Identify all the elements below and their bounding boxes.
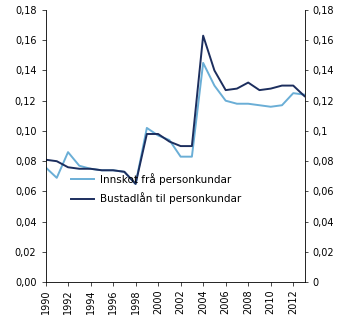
Innskot frå personkundar — [212, 84, 217, 88]
Bustadlån til personkundar — [268, 87, 273, 91]
Innskot frå personkundar — [246, 102, 250, 106]
Innskot frå personkundar — [145, 126, 149, 130]
Legend: Innskot frå personkundar, Bustadlån til personkundar: Innskot frå personkundar, Bustadlån til … — [71, 173, 241, 204]
Bustadlån til personkundar — [43, 158, 48, 162]
Bustadlån til personkundar — [224, 88, 228, 92]
Bustadlån til personkundar — [77, 167, 82, 171]
Bustadlån til personkundar — [156, 132, 160, 136]
Bustadlån til personkundar — [145, 132, 149, 136]
Bustadlån til personkundar — [178, 144, 183, 148]
Bustadlån til personkundar — [201, 34, 205, 38]
Innskot frå personkundar — [257, 103, 261, 107]
Innskot frå personkundar — [291, 91, 295, 95]
Bustadlån til personkundar — [133, 182, 138, 186]
Innskot frå personkundar — [178, 155, 183, 159]
Bustadlån til personkundar — [280, 84, 284, 88]
Bustadlån til personkundar — [291, 84, 295, 88]
Innskot frå personkundar — [43, 165, 48, 169]
Innskot frå personkundar — [133, 182, 138, 186]
Bustadlån til personkundar — [212, 68, 217, 72]
Innskot frå personkundar — [111, 168, 115, 172]
Bustadlån til personkundar — [55, 159, 59, 163]
Innskot frå personkundar — [201, 61, 205, 65]
Innskot frå personkundar — [77, 164, 82, 168]
Bustadlån til personkundar — [235, 87, 239, 91]
Bustadlån til personkundar — [89, 167, 93, 171]
Innskot frå personkundar — [235, 102, 239, 106]
Innskot frå personkundar — [167, 138, 172, 142]
Innskot frå personkundar — [280, 103, 284, 107]
Innskot frå personkundar — [66, 150, 70, 154]
Line: Innskot frå personkundar: Innskot frå personkundar — [46, 63, 304, 184]
Innskot frå personkundar — [156, 133, 160, 137]
Bustadlån til personkundar — [122, 170, 126, 174]
Innskot frå personkundar — [122, 170, 126, 174]
Bustadlån til personkundar — [190, 144, 194, 148]
Innskot frå personkundar — [190, 155, 194, 159]
Bustadlån til personkundar — [66, 165, 70, 169]
Innskot frå personkundar — [55, 176, 59, 180]
Bustadlån til personkundar — [111, 168, 115, 172]
Innskot frå personkundar — [302, 93, 307, 97]
Bustadlån til personkundar — [302, 94, 307, 98]
Innskot frå personkundar — [224, 99, 228, 103]
Bustadlån til personkundar — [100, 168, 104, 172]
Bustadlån til personkundar — [167, 139, 172, 143]
Bustadlån til personkundar — [246, 81, 250, 85]
Innskot frå personkundar — [268, 105, 273, 109]
Innskot frå personkundar — [100, 168, 104, 172]
Line: Bustadlån til personkundar: Bustadlån til personkundar — [46, 36, 304, 184]
Innskot frå personkundar — [89, 167, 93, 171]
Bustadlån til personkundar — [257, 88, 261, 92]
